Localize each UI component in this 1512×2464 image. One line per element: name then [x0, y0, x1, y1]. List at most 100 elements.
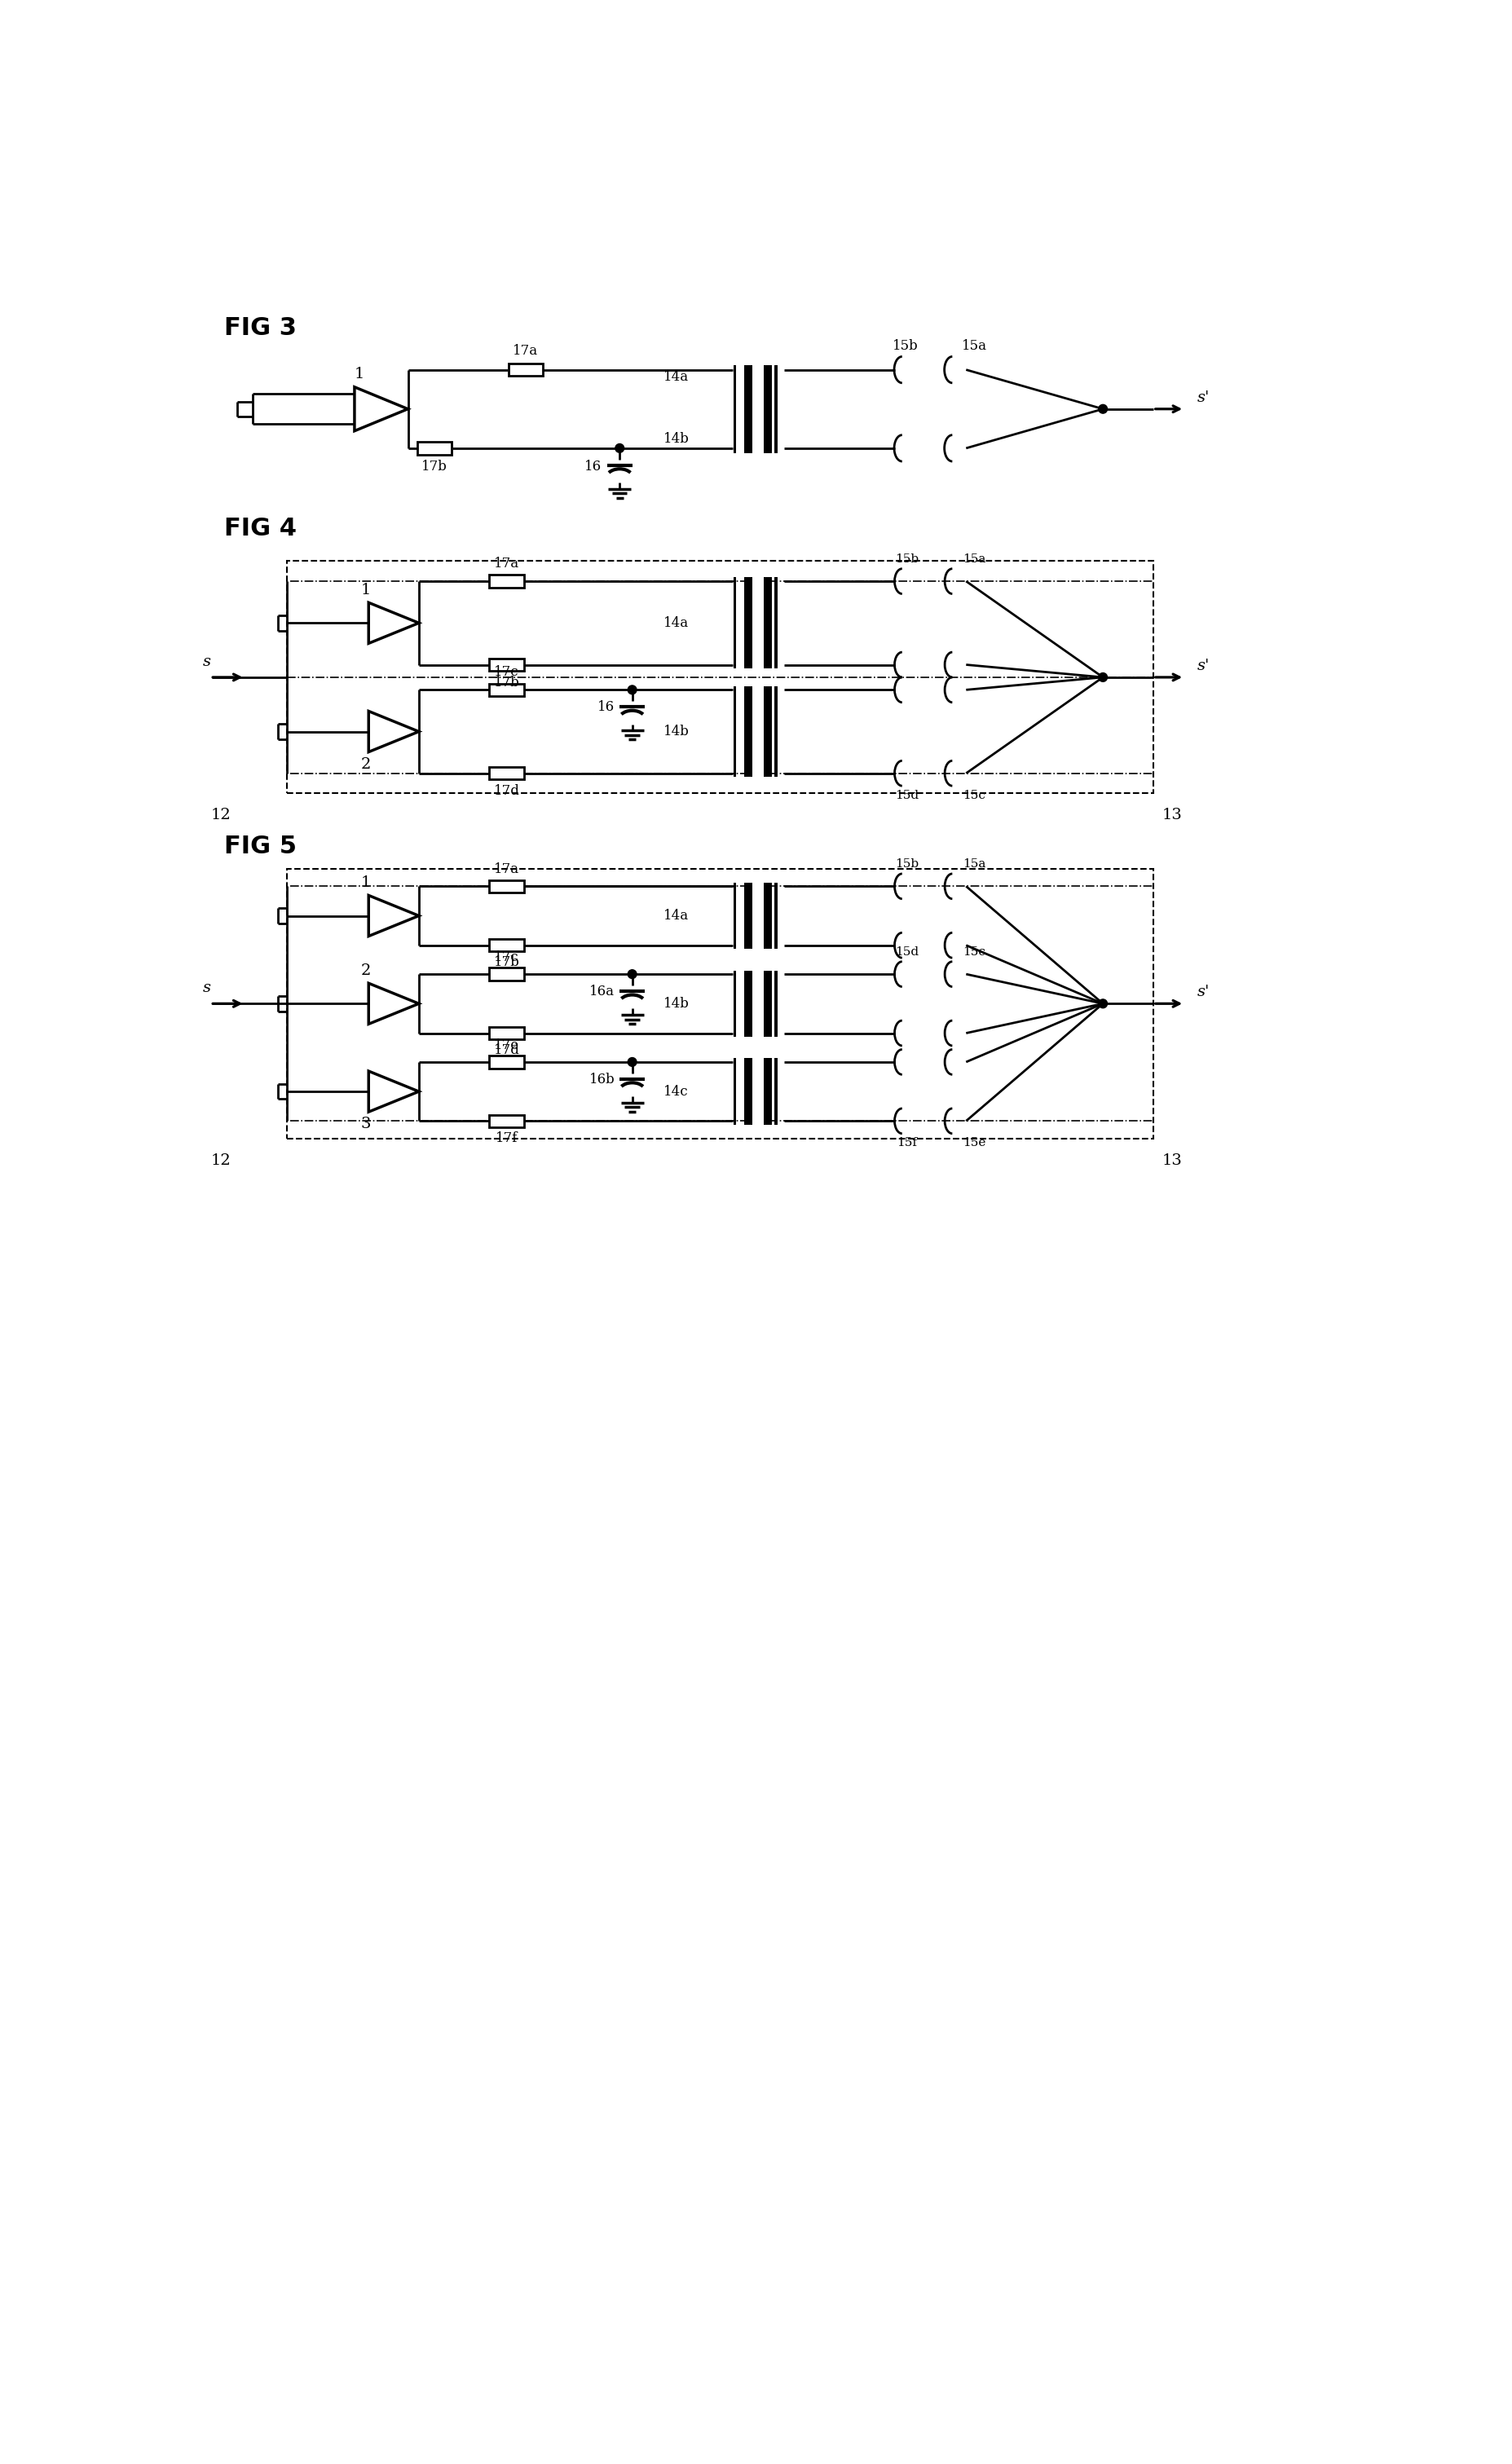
- Text: s': s': [1196, 389, 1210, 404]
- Text: 15d: 15d: [895, 946, 918, 958]
- Text: 13: 13: [1161, 1153, 1181, 1168]
- Bar: [764, 577, 771, 668]
- Text: 1: 1: [360, 875, 370, 890]
- Bar: [751, 365, 764, 453]
- Bar: [733, 577, 736, 668]
- Text: 2: 2: [360, 963, 370, 978]
- Circle shape: [1098, 1000, 1107, 1008]
- Bar: [774, 365, 777, 453]
- Bar: [733, 971, 736, 1037]
- Text: 15a: 15a: [962, 340, 986, 352]
- Bar: [751, 1057, 764, 1124]
- Bar: [774, 882, 777, 949]
- Bar: [764, 882, 771, 949]
- Text: FIG 5: FIG 5: [224, 835, 296, 857]
- Bar: [764, 685, 771, 776]
- Text: 15b: 15b: [895, 554, 918, 564]
- Bar: [733, 365, 736, 453]
- Circle shape: [615, 444, 624, 453]
- Text: 16: 16: [597, 700, 614, 715]
- Bar: [490, 880, 523, 892]
- Text: 17a: 17a: [494, 557, 519, 572]
- Bar: [751, 971, 764, 1037]
- Bar: [744, 365, 751, 453]
- Bar: [490, 1114, 523, 1126]
- Polygon shape: [354, 387, 408, 431]
- Text: 17c: 17c: [494, 665, 519, 680]
- Bar: [751, 882, 764, 949]
- Text: 17c: 17c: [494, 951, 519, 963]
- Bar: [490, 968, 523, 981]
- Text: 14b: 14b: [662, 724, 689, 739]
- Bar: [490, 658, 523, 670]
- Circle shape: [1098, 673, 1107, 683]
- Text: 13: 13: [1161, 808, 1181, 823]
- Polygon shape: [369, 983, 419, 1025]
- Bar: [764, 971, 771, 1037]
- Text: 14a: 14a: [664, 616, 688, 631]
- Bar: [774, 1057, 777, 1124]
- Bar: [490, 766, 523, 779]
- Text: 16b: 16b: [588, 1072, 615, 1087]
- Text: 17a: 17a: [494, 862, 519, 877]
- Text: 15f: 15f: [897, 1138, 916, 1148]
- Bar: [490, 939, 523, 951]
- Bar: [764, 365, 771, 453]
- Text: 17a: 17a: [513, 345, 538, 357]
- Circle shape: [627, 971, 637, 978]
- Bar: [490, 683, 523, 697]
- Bar: [764, 1057, 771, 1124]
- Bar: [774, 971, 777, 1037]
- Polygon shape: [369, 604, 419, 643]
- Text: 17b: 17b: [493, 675, 520, 690]
- Text: 15a: 15a: [962, 857, 986, 870]
- Bar: [733, 685, 736, 776]
- Bar: [774, 577, 777, 668]
- Bar: [490, 574, 523, 586]
- Text: 15d: 15d: [895, 788, 918, 801]
- Bar: [774, 685, 777, 776]
- Bar: [733, 882, 736, 949]
- Text: 1: 1: [354, 367, 364, 382]
- Text: 17e: 17e: [494, 1037, 519, 1052]
- Bar: [751, 577, 764, 668]
- Bar: [733, 1057, 736, 1124]
- Text: 15e: 15e: [962, 1138, 986, 1148]
- Text: s': s': [1196, 986, 1210, 1000]
- Text: 1: 1: [360, 584, 370, 599]
- Circle shape: [627, 1057, 637, 1067]
- Text: 15b: 15b: [892, 340, 918, 352]
- Text: s': s': [1196, 658, 1210, 673]
- Bar: [744, 685, 751, 776]
- Text: 14b: 14b: [662, 998, 689, 1010]
- Text: 15b: 15b: [895, 857, 918, 870]
- Text: 2: 2: [360, 756, 370, 771]
- Bar: [744, 971, 751, 1037]
- Bar: [417, 441, 452, 453]
- Text: 12: 12: [212, 808, 231, 823]
- Text: 14c: 14c: [664, 1084, 688, 1099]
- Text: 17d: 17d: [493, 784, 520, 798]
- Polygon shape: [369, 1072, 419, 1111]
- Text: s: s: [203, 655, 210, 668]
- Circle shape: [1098, 404, 1107, 414]
- Circle shape: [627, 685, 637, 695]
- Polygon shape: [369, 712, 419, 752]
- Polygon shape: [369, 894, 419, 936]
- Text: 16: 16: [584, 461, 602, 473]
- Bar: [490, 1055, 523, 1069]
- Bar: [751, 685, 764, 776]
- Bar: [287, 562, 1152, 793]
- Text: 14a: 14a: [664, 370, 688, 384]
- Text: 16a: 16a: [590, 986, 614, 998]
- Text: 12: 12: [212, 1153, 231, 1168]
- Text: 17b: 17b: [422, 461, 448, 473]
- Bar: [744, 577, 751, 668]
- Bar: [490, 1027, 523, 1040]
- Bar: [287, 870, 1152, 1138]
- Text: 3: 3: [360, 1116, 370, 1131]
- Bar: [744, 1057, 751, 1124]
- Text: FIG 4: FIG 4: [224, 517, 296, 540]
- Text: 15c: 15c: [963, 946, 986, 958]
- Text: 14b: 14b: [662, 431, 689, 446]
